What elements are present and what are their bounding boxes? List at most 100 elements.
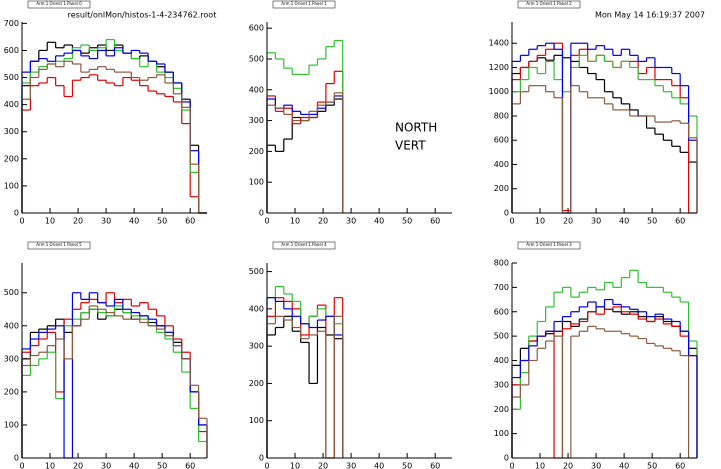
x-tick-label: 20 xyxy=(318,217,328,226)
x-tick-label: 20 xyxy=(73,462,83,469)
title-box xyxy=(517,241,581,250)
x-tick-label: 60 xyxy=(185,462,195,469)
step-riser xyxy=(511,326,690,458)
y-tick-label: 1200 xyxy=(489,63,509,72)
step-riser xyxy=(511,43,698,213)
x-tick-label: 60 xyxy=(675,462,685,469)
step-riser xyxy=(511,270,698,458)
panel-title: Arm 1 Orient 1 Panel 3 xyxy=(526,242,572,247)
title-box xyxy=(272,0,336,9)
y-tick-label: 100 xyxy=(249,416,264,425)
file-name: result/onlMon/histos-1-4-234762.root xyxy=(68,11,217,20)
step-riser xyxy=(266,95,344,213)
x-tick-label: 10 xyxy=(290,462,300,469)
x-tick-label: 0 xyxy=(264,217,269,226)
x-tick-label: 40 xyxy=(374,217,384,226)
x-tick-label: 0 xyxy=(509,462,514,469)
y-tick-label: 0 xyxy=(504,209,509,218)
x-tick-label: 0 xyxy=(19,217,24,226)
x-tick-label: 30 xyxy=(591,462,601,469)
step-riser xyxy=(266,40,344,213)
step-riser xyxy=(266,297,344,458)
x-tick-label: 30 xyxy=(346,217,356,226)
step-riser xyxy=(21,292,208,458)
y-tick-label: 100 xyxy=(4,420,19,429)
x-tick-label: 50 xyxy=(647,217,657,226)
y-tick-label: 1400 xyxy=(489,39,509,48)
x-tick-label: 0 xyxy=(509,217,514,226)
x-tick-label: 30 xyxy=(346,462,356,469)
y-tick-label: 600 xyxy=(249,24,264,33)
y-tick-label: 0 xyxy=(259,209,264,218)
x-tick-label: 10 xyxy=(535,462,545,469)
panel-title: Arm 1 Orient 1 Panel 4 xyxy=(281,242,327,247)
step-riser xyxy=(266,99,344,213)
step-riser xyxy=(511,55,698,213)
step-riser xyxy=(266,297,344,458)
date-stamp: Mon May 14 16:19:37 2007 xyxy=(595,11,705,20)
x-tick-label: 40 xyxy=(619,217,629,226)
x-tick-label: 60 xyxy=(430,217,440,226)
y-tick-label: 100 xyxy=(494,429,509,438)
step-riser xyxy=(21,39,200,213)
y-tick-label: 800 xyxy=(494,259,509,268)
y-tick-label: 300 xyxy=(249,116,264,125)
y-tick-label: 0 xyxy=(14,454,19,463)
y-tick-label: 0 xyxy=(14,209,19,218)
y-tick-label: 1000 xyxy=(489,87,509,96)
panel-title: Arm 1 Orient 1 Panel 1 xyxy=(281,1,327,6)
annotation: VERT xyxy=(395,139,426,153)
x-tick-label: 20 xyxy=(563,462,573,469)
y-tick-label: 200 xyxy=(249,379,264,388)
step-riser xyxy=(511,299,698,458)
x-tick-label: 30 xyxy=(101,217,111,226)
y-tick-label: 400 xyxy=(249,85,264,94)
y-tick-label: 700 xyxy=(494,283,509,292)
y-tick-label: 400 xyxy=(249,304,264,313)
x-tick-label: 20 xyxy=(563,217,573,226)
x-tick-label: 60 xyxy=(675,217,685,226)
step-riser xyxy=(511,55,698,213)
y-tick-label: 300 xyxy=(249,342,264,351)
x-tick-label: 40 xyxy=(619,462,629,469)
y-tick-label: 300 xyxy=(4,127,19,136)
x-tick-label: 0 xyxy=(19,462,24,469)
x-tick-label: 60 xyxy=(430,462,440,469)
title-box xyxy=(517,0,581,9)
y-tick-label: 600 xyxy=(494,307,509,316)
step-riser xyxy=(21,292,208,458)
step-riser xyxy=(266,316,344,458)
y-tick-label: 0 xyxy=(259,454,264,463)
x-tick-label: 40 xyxy=(129,217,139,226)
title-box xyxy=(272,241,336,250)
x-tick-label: 40 xyxy=(129,462,139,469)
x-tick-label: 40 xyxy=(374,462,384,469)
title-box xyxy=(27,0,91,9)
x-tick-label: 10 xyxy=(290,217,300,226)
y-tick-label: 200 xyxy=(494,184,509,193)
y-tick-label: 400 xyxy=(4,100,19,109)
title-box xyxy=(27,241,91,250)
step-riser xyxy=(21,74,200,213)
y-tick-label: 500 xyxy=(249,267,264,276)
step-riser xyxy=(511,85,698,213)
x-tick-label: 50 xyxy=(402,462,412,469)
y-tick-label: 200 xyxy=(4,387,19,396)
y-tick-label: 100 xyxy=(249,178,264,187)
step-riser xyxy=(266,71,344,213)
y-tick-label: 300 xyxy=(4,354,19,363)
step-riser xyxy=(511,43,690,213)
y-tick-label: 200 xyxy=(249,147,264,156)
x-tick-label: 50 xyxy=(647,462,657,469)
y-tick-label: 400 xyxy=(4,321,19,330)
x-tick-label: 60 xyxy=(185,217,195,226)
x-tick-label: 0 xyxy=(264,462,269,469)
panel-title: Arm 1 Orient 1 Panel 5 xyxy=(36,242,82,247)
annotation: NORTH xyxy=(395,121,437,135)
step-riser xyxy=(21,42,200,213)
panel-title: Arm 1 Orient 1 Panel 2 xyxy=(526,1,572,6)
step-riser xyxy=(21,309,208,458)
y-tick-label: 800 xyxy=(494,111,509,120)
y-tick-label: 400 xyxy=(494,160,509,169)
